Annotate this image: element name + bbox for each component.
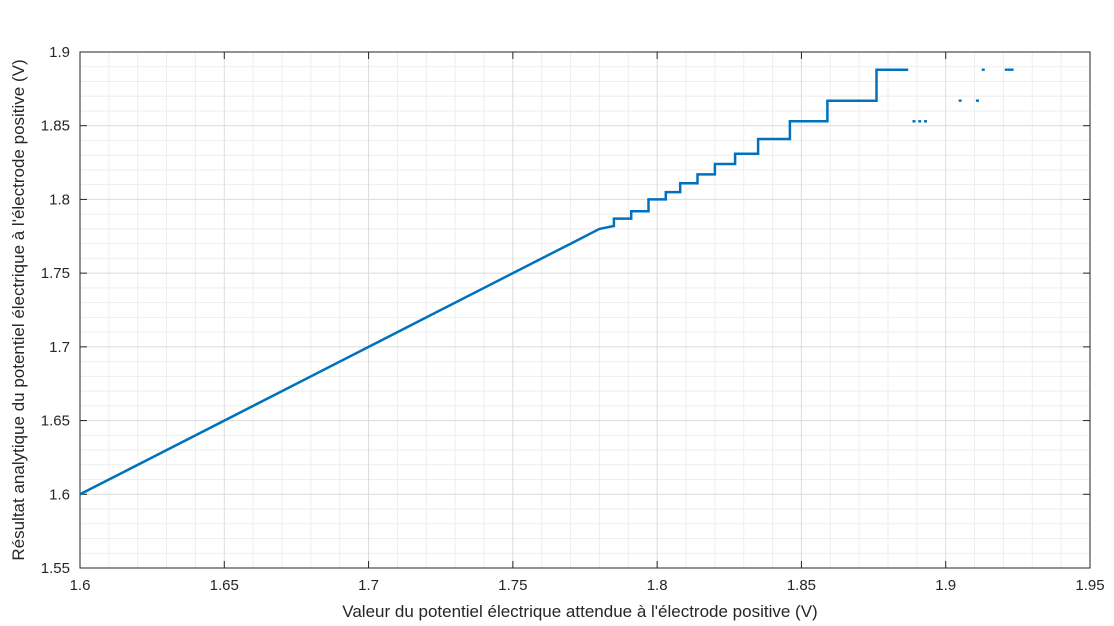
- series-point: [1004, 68, 1008, 71]
- plot-area-frame: [79, 51, 1091, 569]
- y-tick-label: 1.65: [41, 413, 70, 430]
- series-point: [918, 120, 922, 123]
- series-point: [924, 120, 928, 123]
- series-point: [912, 120, 916, 123]
- x-tick-label: 1.85: [787, 577, 816, 594]
- x-tick-label: 1.6: [70, 577, 91, 594]
- series-point: [975, 99, 979, 102]
- x-tick-label: 1.7: [358, 577, 379, 594]
- y-tick-label: 1.6: [49, 486, 70, 503]
- y-tick-label: 1.85: [41, 118, 70, 135]
- series-line: [79, 68, 909, 496]
- x-tick-label: 1.9: [935, 577, 956, 594]
- y-tick-label: 1.75: [41, 265, 70, 282]
- y-tick-label: 1.55: [41, 560, 70, 577]
- y-tick-label: 1.8: [49, 191, 70, 208]
- y-tick-label: 1.9: [49, 44, 70, 61]
- x-tick-label: 1.95: [1075, 577, 1104, 594]
- axis-ticks: [79, 51, 1091, 569]
- x-axis-tick-labels: 1.6 1.65 1.7 1.75 1.8 1.85 1.9 1.95: [70, 577, 1105, 594]
- x-tick-label: 1.8: [647, 577, 668, 594]
- series-point: [981, 68, 985, 71]
- x-tick-label: 1.65: [210, 577, 239, 594]
- x-tick-label: 1.75: [498, 577, 527, 594]
- x-axis-label: Valeur du potentiel électrique attendue …: [342, 602, 817, 621]
- major-grid: [79, 51, 1091, 569]
- series-point: [958, 99, 962, 102]
- y-tick-label: 1.7: [49, 339, 70, 356]
- series-layer: [79, 68, 1014, 496]
- y-axis-tick-labels: 1.55 1.6 1.65 1.7 1.75 1.8 1.85 1.9: [41, 44, 70, 577]
- series-point: [1007, 68, 1011, 71]
- series-point: [1010, 68, 1014, 71]
- y-axis-label: Résultat analytique du potentiel électri…: [9, 59, 28, 560]
- minor-grid: [80, 52, 1090, 568]
